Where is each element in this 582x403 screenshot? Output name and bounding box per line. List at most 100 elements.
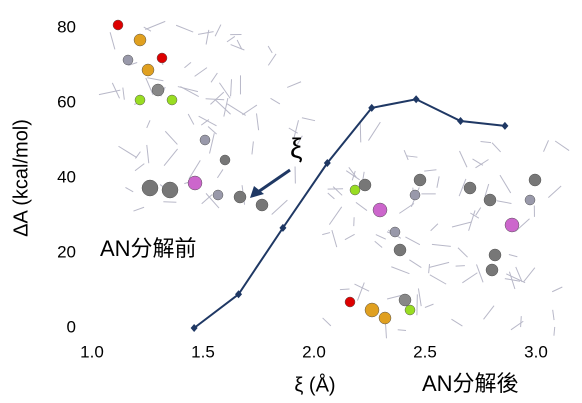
solvent-wire — [509, 255, 517, 257]
solvent-wire — [211, 73, 217, 82]
solvent-wire — [470, 213, 479, 218]
data-marker — [501, 122, 508, 130]
atom — [200, 135, 210, 145]
solvent-wire — [429, 264, 430, 273]
solvent-wire — [201, 120, 209, 126]
solvent-wire — [462, 273, 477, 283]
solvent-wire — [332, 230, 337, 247]
solvent-wire — [184, 62, 191, 67]
atom — [489, 249, 501, 261]
solvent-wire — [333, 187, 342, 196]
solvent-wire — [110, 32, 115, 49]
x-tick-label: 2.5 — [413, 342, 437, 361]
atom — [414, 174, 426, 186]
solvent-wire — [322, 233, 330, 235]
solvent-wire — [368, 122, 380, 140]
atom — [162, 182, 178, 198]
x-tick-label: 3.0 — [524, 342, 548, 361]
solvent-wire — [145, 21, 165, 29]
solvent-wire — [163, 202, 176, 203]
atom — [256, 199, 268, 211]
solvent-wire — [176, 25, 193, 32]
atom — [213, 190, 223, 200]
solvent-wire — [476, 160, 489, 168]
solvent-wire — [476, 207, 481, 215]
page: ΔA (kcal/mol) ξ (Å) AN分解前 AN分解後 ξ 020406… — [0, 0, 582, 403]
solvent-wire — [356, 202, 367, 210]
solvent-wire — [198, 32, 214, 35]
solvent-wire — [345, 234, 355, 239]
solvent-wire — [492, 143, 501, 152]
solvent-wire — [500, 175, 511, 193]
solvent-wire — [189, 160, 200, 178]
atom — [529, 174, 541, 186]
y-tick-label: 60 — [57, 92, 76, 111]
x-tick-label: 1.5 — [191, 342, 215, 361]
atom — [167, 95, 177, 105]
solvent-wire — [125, 187, 133, 191]
data-marker — [413, 95, 420, 103]
solvent-wire — [164, 149, 178, 166]
solvent-wire — [429, 262, 449, 267]
solvent-wire — [554, 327, 555, 336]
solvent-wire — [271, 98, 280, 104]
solvent-wire — [287, 82, 301, 88]
solvent-wire — [432, 244, 451, 246]
solvent-wire — [210, 133, 215, 153]
solvent-wire — [548, 186, 561, 198]
solvent-wire — [521, 316, 522, 327]
solvent-wire — [268, 46, 272, 53]
solvent-wire — [552, 287, 562, 292]
solvent-wire — [418, 288, 421, 306]
atom — [345, 297, 355, 307]
atom — [142, 180, 158, 196]
atom — [484, 194, 496, 206]
solvent-wire — [406, 156, 417, 157]
solvent-wire — [147, 120, 150, 128]
solvent-wire — [456, 266, 465, 267]
solvent-wire — [195, 68, 207, 77]
solvent-wire — [123, 88, 125, 100]
solvent-wire — [165, 131, 177, 144]
solvent-wire — [231, 79, 232, 96]
x-tick-label: 2.0 — [302, 342, 326, 361]
solvent-wire — [523, 268, 534, 282]
y-axis-label: ΔA (kcal/mol) — [10, 119, 32, 237]
solvent-wire — [215, 25, 221, 37]
solvent-wire — [430, 275, 446, 284]
annotation: AN分解前 — [100, 236, 197, 261]
solvent-wire — [340, 289, 350, 290]
annotation: ξ — [290, 132, 303, 163]
solvent-wire — [459, 151, 466, 167]
solvent-wire — [272, 200, 288, 214]
solvent-wire — [544, 140, 549, 151]
solvent-wire — [451, 319, 462, 326]
atom — [405, 305, 415, 315]
solvent-wire — [216, 100, 231, 114]
annotation: AN分解後 — [422, 371, 519, 396]
solvent-wire — [252, 141, 253, 154]
solvent-wire — [268, 54, 276, 65]
solvent-wire — [398, 330, 406, 331]
atom — [234, 191, 246, 203]
y-tick-label: 80 — [57, 17, 76, 36]
solvent-wire — [188, 114, 194, 125]
atom — [399, 294, 411, 306]
atom — [505, 218, 519, 232]
solvent-wire — [458, 248, 468, 257]
atom — [350, 185, 360, 195]
atom — [379, 312, 391, 324]
solvent-wire — [484, 306, 495, 320]
solvent-wire — [328, 193, 335, 199]
atom — [486, 264, 498, 276]
solvent-wire — [425, 304, 434, 307]
solvent-wire — [323, 318, 331, 326]
solvent-wire — [208, 127, 217, 135]
solvent-wire — [146, 78, 153, 95]
solvent-wire — [119, 146, 137, 157]
atom — [123, 55, 133, 65]
solvent-wire — [242, 105, 257, 115]
atom — [365, 303, 379, 317]
atom — [188, 176, 202, 190]
atom — [134, 34, 146, 46]
